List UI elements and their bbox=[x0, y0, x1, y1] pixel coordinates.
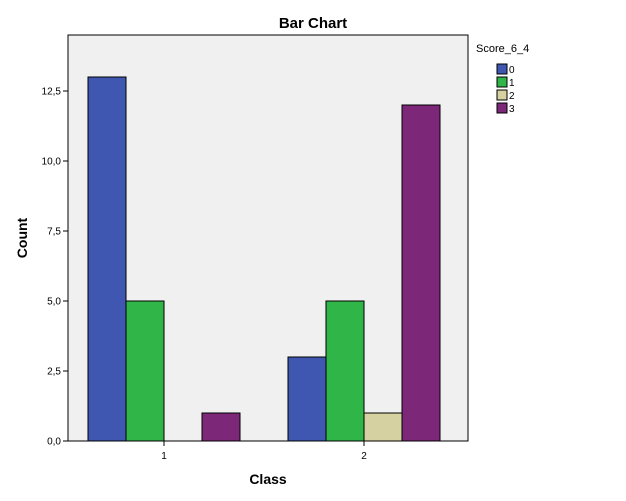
chart-title: Bar Chart bbox=[279, 15, 347, 32]
y-tick-label: 10,0 bbox=[42, 157, 62, 168]
x-tick-label: 2 bbox=[361, 451, 367, 462]
bar-class-2-score-0 bbox=[287, 356, 327, 442]
legend-swatch-3 bbox=[496, 102, 508, 114]
x-tick-label: 1 bbox=[161, 451, 167, 462]
bar-class-1-score-1 bbox=[125, 300, 165, 442]
bars bbox=[87, 76, 441, 442]
bar-class-1-score-3 bbox=[201, 412, 241, 442]
y-axis-title: Count bbox=[14, 217, 30, 258]
y-tick-label: 0,0 bbox=[47, 437, 61, 448]
y-tick-label: 2,5 bbox=[47, 367, 61, 378]
legend-label: 3 bbox=[509, 104, 515, 115]
y-tick-label: 12,5 bbox=[42, 87, 62, 98]
legend: Score_6_4 0 1 2 3 bbox=[476, 43, 529, 115]
legend-swatch-1 bbox=[496, 76, 508, 88]
legend-label: 1 bbox=[509, 78, 515, 89]
legend-label: 0 bbox=[509, 65, 515, 76]
bar-class-2-score-3 bbox=[401, 104, 441, 442]
legend-label: 2 bbox=[509, 91, 515, 102]
bar-class-2-score-2 bbox=[363, 412, 403, 442]
bar-class-1-score-0 bbox=[87, 76, 127, 442]
legend-swatch-2 bbox=[496, 89, 508, 101]
legend-swatch-0 bbox=[496, 63, 508, 75]
y-axis: 0,0 2,5 5,0 7,5 10,0 12,5 bbox=[42, 87, 68, 448]
x-axis-title: Class bbox=[249, 471, 287, 487]
y-tick-label: 7,5 bbox=[47, 227, 61, 238]
bar-class-2-score-1 bbox=[325, 300, 365, 442]
legend-title: Score_6_4 bbox=[476, 43, 529, 55]
y-tick-label: 5,0 bbox=[47, 297, 61, 308]
